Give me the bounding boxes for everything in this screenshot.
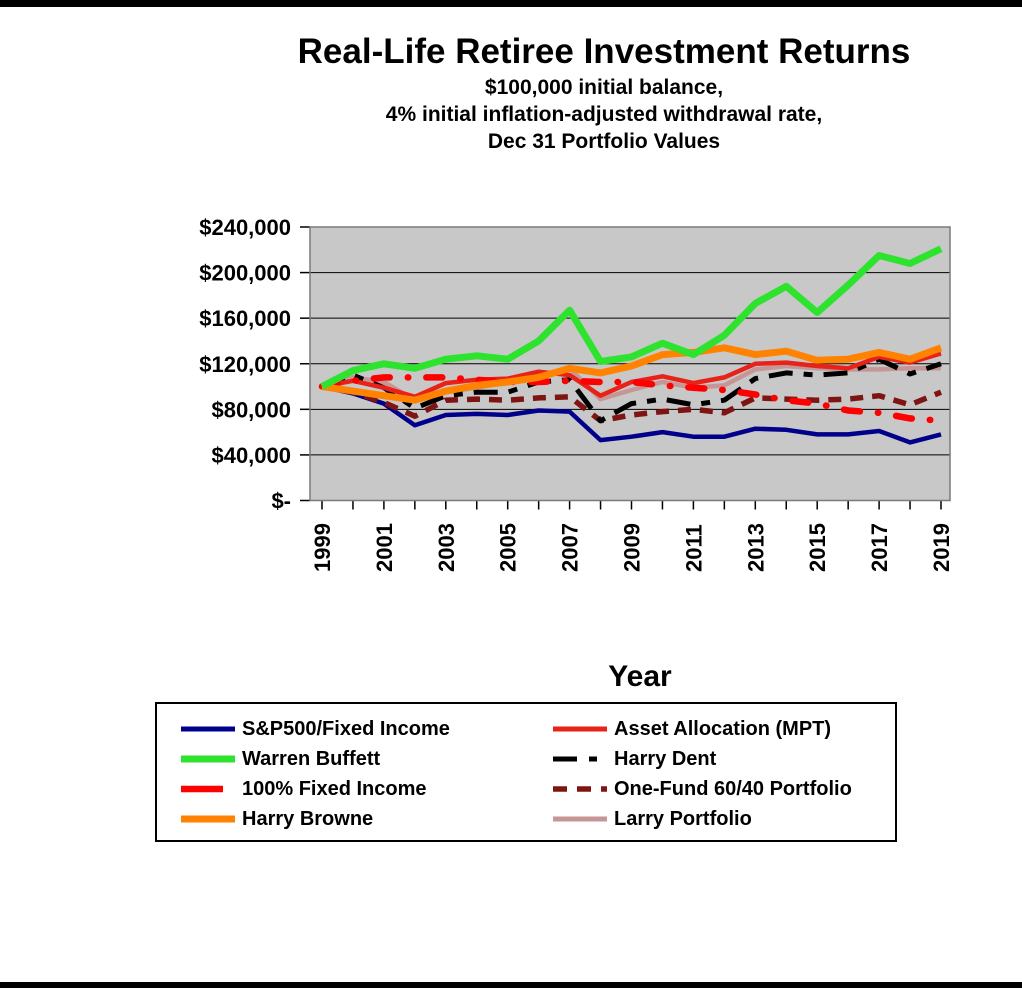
legend-swatch-100-fixed-income xyxy=(181,785,235,793)
x-axis-label: 2003 xyxy=(434,523,459,572)
x-axis-label: 2015 xyxy=(805,523,830,572)
x-axis-label: 1999 xyxy=(310,523,335,572)
legend-swatch-one-fund-60-40-portfolio xyxy=(553,786,607,792)
legend-swatch-asset-allocation-mpt xyxy=(553,726,607,732)
series-line-warren-buffett xyxy=(320,245,943,390)
legend-label: Warren Buffett xyxy=(242,747,381,770)
chart-subtitle-line3: Dec 31 Portfolio Values xyxy=(487,130,721,153)
legend-swatch-s-p500-fixed-income xyxy=(181,726,235,732)
legend-swatch-larry-portfolio xyxy=(553,816,607,822)
legend-label: 100% Fixed Income xyxy=(242,777,427,800)
y-axis-label: $240,000 xyxy=(199,215,291,240)
legend-label: Asset Allocation (MPT) xyxy=(614,717,832,740)
legend-item-larry-portfolio: Larry Portfolio xyxy=(551,808,895,831)
x-axis-label: 2001 xyxy=(372,523,397,572)
series-line-harry-dent xyxy=(321,356,942,424)
chart-title: Real-Life Retiree Investment Returns xyxy=(297,32,911,71)
legend-item-harry-browne: Harry Browne xyxy=(179,808,551,831)
x-axis-label: 2007 xyxy=(558,523,583,572)
chart-subtitle-line2: 4% initial inflation-adjusted withdrawal… xyxy=(385,103,823,126)
legend-swatch-harry-browne xyxy=(181,815,235,823)
legend: S&P500/Fixed Income Asset Allocation (MPT… xyxy=(155,702,897,842)
series-line-asset-allocation-mpt xyxy=(321,351,942,400)
legend-item-warren-buffett: Warren Buffett xyxy=(179,748,551,771)
legend-label: Larry Portfolio xyxy=(614,807,752,830)
x-axis-label: 2013 xyxy=(743,523,768,572)
series-line-100-fixed-income xyxy=(318,374,945,424)
series-line-harry-browne xyxy=(321,344,943,404)
legend-item-100-fixed-income: 100% Fixed Income xyxy=(179,778,551,801)
legend-swatch-warren-buffett xyxy=(181,755,235,763)
chart-subtitle-line1: $100,000 initial balance, xyxy=(484,76,724,99)
legend-item-s-p500-fixed-income: S&P500/Fixed Income xyxy=(179,718,551,741)
legend-label: Harry Dent xyxy=(614,747,717,770)
x-axis-title: Year xyxy=(608,660,672,693)
y-axis-label: $160,000 xyxy=(199,306,291,331)
plot-border xyxy=(309,226,951,502)
legend-swatch-harry-dent xyxy=(553,756,607,762)
series-line-s-p500-fixed-income xyxy=(321,384,942,445)
x-axis-label: 2005 xyxy=(496,523,521,572)
series-line-one-fund-60-40-portfolio xyxy=(321,383,943,424)
legend-item-harry-dent: Harry Dent xyxy=(551,748,895,771)
legend-label: One-Fund 60/40 Portfolio xyxy=(614,777,852,800)
y-axis-label: $- xyxy=(271,489,291,514)
x-axis-label: 2011 xyxy=(681,524,706,572)
legend-item-one-fund-60-40-portfolio: One-Fund 60/40 Portfolio xyxy=(551,778,895,801)
legend-item-asset-allocation-mpt: Asset Allocation (MPT) xyxy=(551,718,895,741)
legend-label: Harry Browne xyxy=(242,807,374,830)
x-axis-label: 2009 xyxy=(620,523,645,572)
y-axis-label: $40,000 xyxy=(211,443,291,468)
y-axis-label: $200,000 xyxy=(199,261,291,286)
x-axis-label: 2017 xyxy=(867,523,892,572)
top-rule xyxy=(0,0,1022,7)
title-block: Real-Life Retiree Investment Returns $10… xyxy=(186,30,1022,155)
bottom-rule xyxy=(0,982,1022,988)
legend-label: S&P500/Fixed Income xyxy=(242,717,450,740)
y-axis-label: $80,000 xyxy=(211,397,291,422)
x-axis-label: 2019 xyxy=(929,523,954,572)
y-axis-label: $120,000 xyxy=(199,352,291,377)
